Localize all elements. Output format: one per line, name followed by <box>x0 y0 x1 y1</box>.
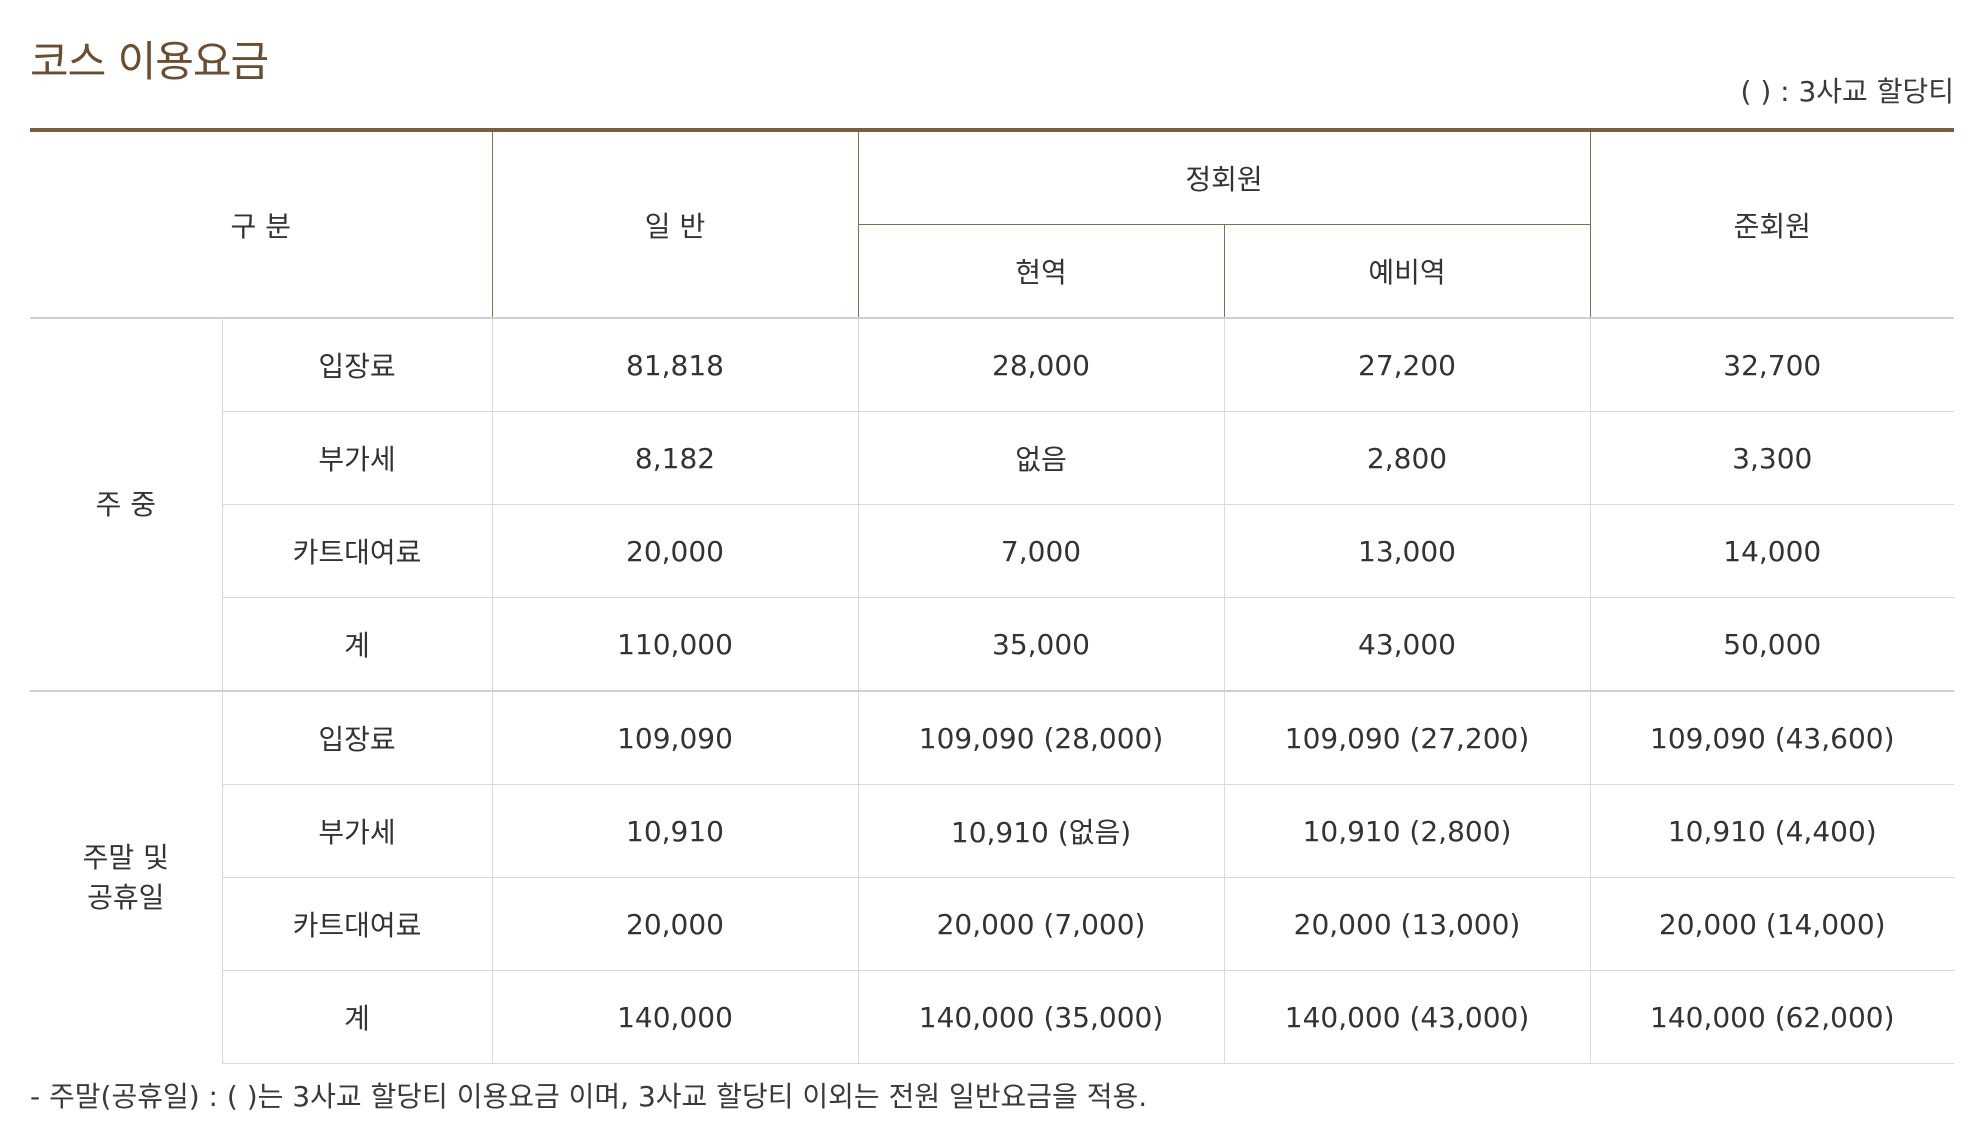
cell-associate: 10,910 (4,400) <box>1590 784 1955 878</box>
row-item-label: 부가세 <box>222 784 493 878</box>
table-row: 주 중 입장료 81,818 28,000 27,200 32,700 <box>30 317 1955 691</box>
footnote: - 주말(공휴일) : ( )는 3사교 할당티 이용요금 이며, 3사교 할당… <box>30 1080 1148 1113</box>
group-label-weekday: 주 중 <box>30 317 223 691</box>
legend-note: ( ) : 3사교 할당티 <box>1740 75 1955 108</box>
cell-associate: 140,000 (62,000) <box>1590 970 1955 1064</box>
cell-reserve: 43,000 <box>1224 597 1591 691</box>
header-associate-member: 준회원 <box>1733 209 1811 243</box>
cell-active: 35,000 <box>858 597 1225 691</box>
cell-general: 110,000 <box>492 597 859 691</box>
cell-associate: 3,300 <box>1590 411 1955 505</box>
cell-active: 없음 <box>858 411 1225 505</box>
table-row: 카트대여료 20,000 7,000 13,000 14,000 <box>30 504 1955 598</box>
fee-table-header: 구 분 일 반 정회원 준회원 현역 예비역 <box>30 130 1955 318</box>
group-label-weekend: 주말 및 공휴일 <box>30 690 223 1064</box>
table-row: 주말 및 공휴일 입장료 109,090 109,090 (28,000) 10… <box>30 690 1955 1064</box>
header-division: 구 분 <box>30 130 493 318</box>
cell-general: 140,000 <box>492 970 859 1064</box>
cell-reserve: 13,000 <box>1224 504 1591 598</box>
table-row: 부가세 10,910 10,910 (없음) 10,910 (2,800) 10… <box>30 784 1955 878</box>
cell-active: 140,000 (35,000) <box>858 970 1225 1064</box>
cell-active: 109,090 (28,000) <box>858 690 1225 785</box>
cell-active: 20,000 (7,000) <box>858 877 1225 971</box>
cell-reserve: 20,000 (13,000) <box>1224 877 1591 971</box>
cell-reserve: 27,200 <box>1224 317 1591 412</box>
table-row: 계 110,000 35,000 43,000 50,000 <box>30 597 1955 691</box>
table-row: 계 140,000 140,000 (35,000) 140,000 (43,0… <box>30 970 1955 1064</box>
cell-active: 28,000 <box>858 317 1225 412</box>
cell-general: 20,000 <box>492 877 859 971</box>
cell-general: 10,910 <box>492 784 859 878</box>
cell-associate: 50,000 <box>1590 597 1955 691</box>
cell-general: 109,090 <box>492 690 859 785</box>
cell-general: 8,182 <box>492 411 859 505</box>
cell-active: 10,910 (없음) <box>858 784 1225 878</box>
row-item-label: 카트대여료 <box>222 877 493 971</box>
group-label-line: 공휴일 <box>87 880 165 914</box>
cell-reserve: 109,090 (27,200) <box>1224 690 1591 785</box>
row-item-label: 계 <box>222 597 493 691</box>
row-item-label: 부가세 <box>222 411 493 505</box>
cell-reserve: 2,800 <box>1224 411 1591 505</box>
header-regular-member: 정회원 <box>858 130 1591 225</box>
table-row: 부가세 8,182 없음 2,800 3,300 <box>30 411 1955 505</box>
row-item-label: 계 <box>222 970 493 1064</box>
fee-table-body: 주 중 입장료 81,818 28,000 27,200 32,700 부가세 … <box>30 317 1955 1064</box>
header-reserve: 예비역 <box>1224 224 1591 318</box>
cell-general: 20,000 <box>492 504 859 598</box>
table-row: 카트대여료 20,000 20,000 (7,000) 20,000 (13,0… <box>30 877 1955 971</box>
cell-reserve: 10,910 (2,800) <box>1224 784 1591 878</box>
cell-general: 81,818 <box>492 317 859 412</box>
row-item-label: 입장료 <box>222 317 493 412</box>
row-item-label: 카트대여료 <box>222 504 493 598</box>
cell-associate: 14,000 <box>1590 504 1955 598</box>
cell-active: 7,000 <box>858 504 1225 598</box>
cell-reserve: 140,000 (43,000) <box>1224 970 1591 1064</box>
group-label-line: 주 중 <box>95 487 156 521</box>
fee-table: 구 분 일 반 정회원 준회원 현역 예비역 주 중 입장료 81,818 28… <box>30 128 1955 1064</box>
header-general: 일 반 <box>492 130 859 318</box>
page-title: 코스 이용요금 <box>30 37 269 86</box>
header-active: 현역 <box>858 224 1225 318</box>
cell-associate: 109,090 (43,600) <box>1590 690 1955 785</box>
cell-associate: 32,700 <box>1590 317 1955 412</box>
row-item-label: 입장료 <box>222 690 493 785</box>
group-label-line: 주말 및 <box>82 840 169 874</box>
cell-associate: 20,000 (14,000) <box>1590 877 1955 971</box>
